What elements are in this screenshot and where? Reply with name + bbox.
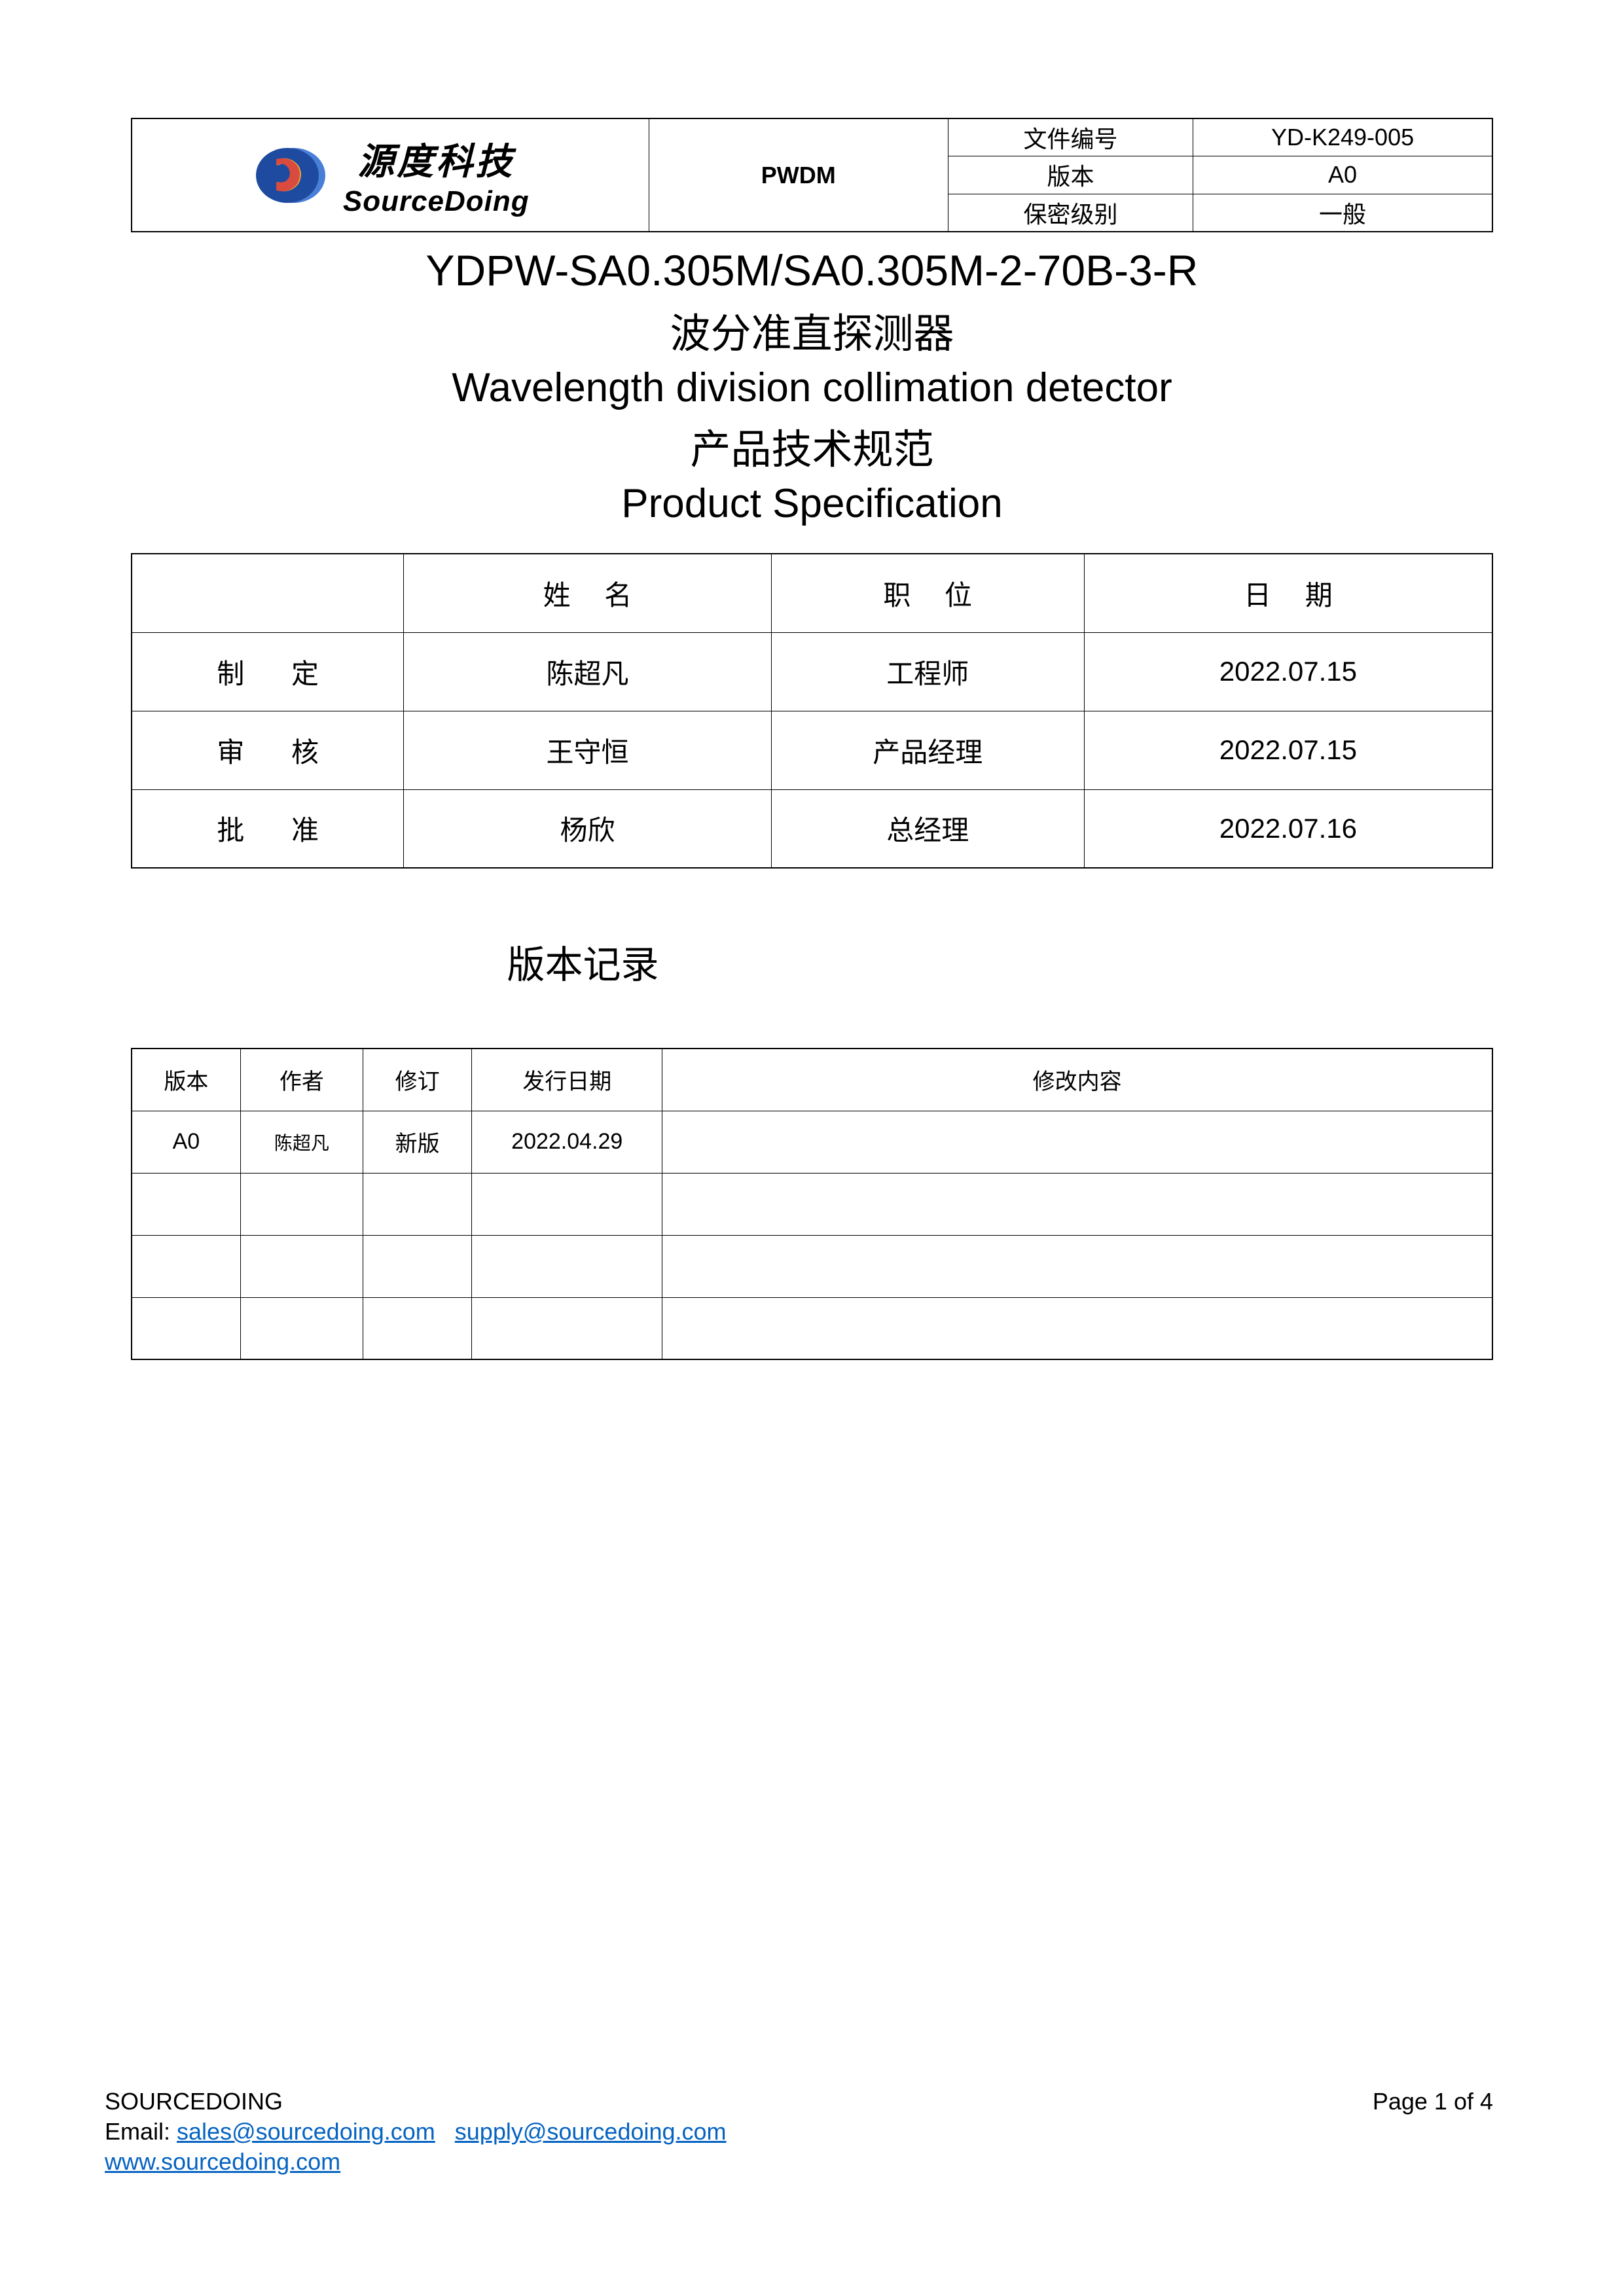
approval-date: 2022.07.16 bbox=[1084, 789, 1492, 868]
history-content bbox=[662, 1111, 1492, 1173]
approval-header-position: 职 位 bbox=[771, 554, 1084, 632]
approval-role: 批 准 bbox=[132, 789, 404, 868]
history-author: 陈超凡 bbox=[240, 1111, 363, 1173]
footer-email-sales[interactable]: sales@sourcedoing.com bbox=[177, 2118, 435, 2145]
document-header-table: 源度科技 SourceDoing PWDM 文件编号 YD-K249-005 版… bbox=[131, 118, 1493, 232]
meta-value-secrecy: 一般 bbox=[1193, 194, 1492, 232]
approval-position: 总经理 bbox=[771, 789, 1084, 868]
logo-text-cn: 源度科技 bbox=[343, 132, 530, 185]
approval-name: 陈超凡 bbox=[404, 632, 771, 711]
table-row: 版本 作者 修订 发行日期 修改内容 bbox=[132, 1049, 1492, 1111]
history-date bbox=[472, 1173, 662, 1235]
history-header-date: 发行日期 bbox=[472, 1049, 662, 1111]
footer-website[interactable]: www.sourcedoing.com bbox=[105, 2148, 340, 2175]
approval-role: 制 定 bbox=[132, 632, 404, 711]
table-row bbox=[132, 1235, 1492, 1297]
approval-role: 审 核 bbox=[132, 711, 404, 789]
history-ver bbox=[132, 1173, 240, 1235]
approval-header-name: 姓 名 bbox=[404, 554, 771, 632]
page-footer: SOURCEDOING Page 1 of 4 Email: sales@sou… bbox=[105, 2088, 1493, 2178]
history-author bbox=[240, 1173, 363, 1235]
version-record-title: 版本记录 bbox=[131, 934, 1493, 989]
table-row: 姓 名 职 位 日 期 bbox=[132, 554, 1492, 632]
meta-label-version: 版本 bbox=[948, 156, 1193, 194]
table-row bbox=[132, 1297, 1492, 1359]
table-row: A0 陈超凡 新版 2022.04.29 bbox=[132, 1111, 1492, 1173]
footer-email-label: Email: bbox=[105, 2118, 177, 2145]
history-header-version: 版本 bbox=[132, 1049, 240, 1111]
product-name-en: Wavelength division collimation detector bbox=[131, 365, 1493, 411]
history-content bbox=[662, 1235, 1492, 1297]
approval-date: 2022.07.15 bbox=[1084, 632, 1492, 711]
history-author bbox=[240, 1297, 363, 1359]
history-ver: A0 bbox=[132, 1111, 240, 1173]
meta-label-docnum: 文件编号 bbox=[948, 118, 1193, 156]
history-author bbox=[240, 1235, 363, 1297]
history-ver bbox=[132, 1297, 240, 1359]
history-rev bbox=[363, 1297, 471, 1359]
history-rev bbox=[363, 1235, 471, 1297]
history-rev: 新版 bbox=[363, 1111, 471, 1173]
company-logo-icon bbox=[251, 143, 330, 208]
history-date bbox=[472, 1297, 662, 1359]
table-row: 审 核 王守恒 产品经理 2022.07.15 bbox=[132, 711, 1492, 789]
footer-page-number: Page 1 of 4 bbox=[1373, 2088, 1493, 2115]
approval-position: 工程师 bbox=[771, 632, 1084, 711]
footer-company: SOURCEDOING bbox=[105, 2088, 283, 2115]
history-rev bbox=[363, 1173, 471, 1235]
meta-label-secrecy: 保密级别 bbox=[948, 194, 1193, 232]
spec-label-en: Product Specification bbox=[131, 480, 1493, 527]
history-date bbox=[472, 1235, 662, 1297]
footer-email-supply[interactable]: supply@sourcedoing.com bbox=[455, 2118, 727, 2145]
history-header-rev: 修订 bbox=[363, 1049, 471, 1111]
logo-text-en: SourceDoing bbox=[343, 185, 530, 218]
table-row: 制 定 陈超凡 工程师 2022.07.15 bbox=[132, 632, 1492, 711]
title-block: YDPW-SA0.305M/SA0.305M-2-70B-3-R 波分准直探测器… bbox=[131, 245, 1493, 527]
table-row bbox=[132, 1173, 1492, 1235]
approval-header-blank bbox=[132, 554, 404, 632]
approval-table: 姓 名 职 位 日 期 制 定 陈超凡 工程师 2022.07.15 审 核 王… bbox=[131, 553, 1493, 869]
table-row: 批 准 杨欣 总经理 2022.07.16 bbox=[132, 789, 1492, 868]
product-name-cn: 波分准直探测器 bbox=[131, 300, 1493, 359]
history-content bbox=[662, 1297, 1492, 1359]
logo-cell: 源度科技 SourceDoing bbox=[132, 118, 649, 232]
approval-position: 产品经理 bbox=[771, 711, 1084, 789]
approval-date: 2022.07.15 bbox=[1084, 711, 1492, 789]
approval-header-date: 日 期 bbox=[1084, 554, 1492, 632]
product-model: YDPW-SA0.305M/SA0.305M-2-70B-3-R bbox=[131, 245, 1493, 295]
meta-value-docnum: YD-K249-005 bbox=[1193, 118, 1492, 156]
history-ver bbox=[132, 1235, 240, 1297]
history-header-author: 作者 bbox=[240, 1049, 363, 1111]
spec-label-cn: 产品技术规范 bbox=[131, 416, 1493, 475]
header-center-label: PWDM bbox=[649, 118, 948, 232]
approval-name: 王守恒 bbox=[404, 711, 771, 789]
history-date: 2022.04.29 bbox=[472, 1111, 662, 1173]
approval-name: 杨欣 bbox=[404, 789, 771, 868]
history-table: 版本 作者 修订 发行日期 修改内容 A0 陈超凡 新版 2022.04.29 bbox=[131, 1048, 1493, 1360]
history-header-content: 修改内容 bbox=[662, 1049, 1492, 1111]
history-content bbox=[662, 1173, 1492, 1235]
meta-value-version: A0 bbox=[1193, 156, 1492, 194]
